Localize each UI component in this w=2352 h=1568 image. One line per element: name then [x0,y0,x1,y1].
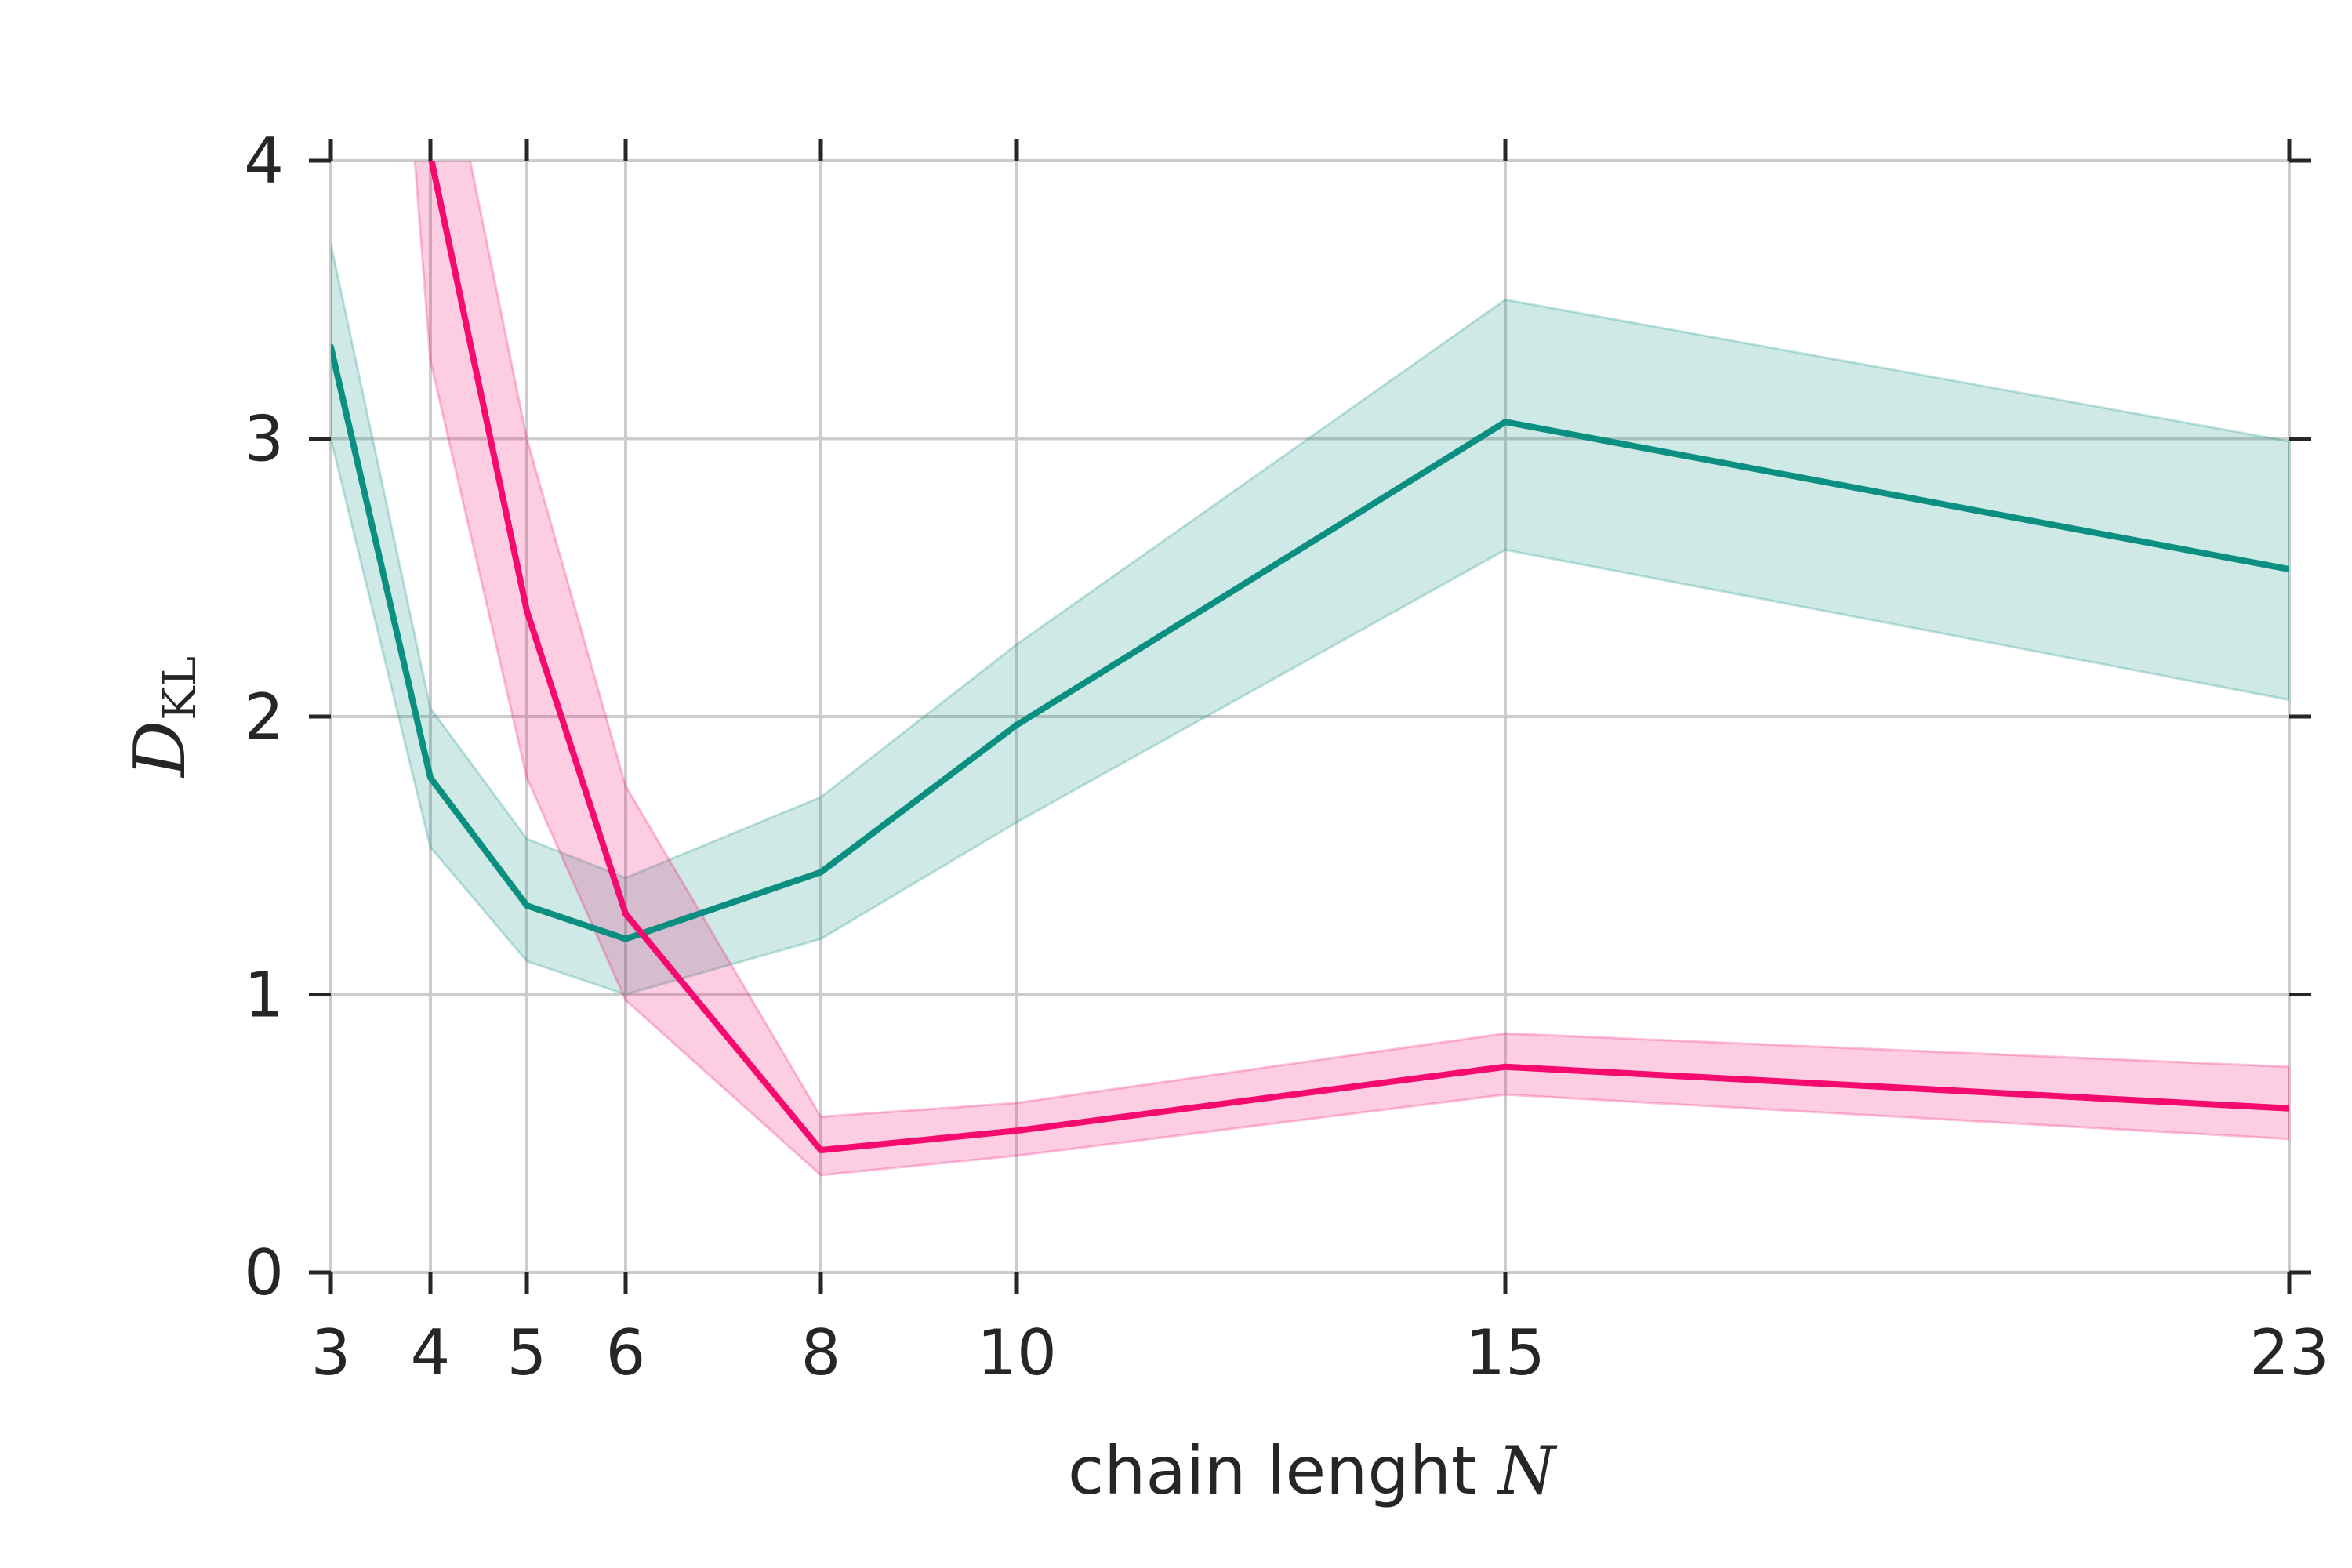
y-tick-label: 3 [244,403,284,476]
confidence-bands [331,161,2289,1177]
y-tick-label: 1 [244,959,284,1032]
y-axis-label-subscript: KL [153,656,206,720]
x-tick-label: 3 [311,1316,351,1389]
grid-lines [329,159,2291,1274]
x-tick-label: 8 [801,1316,841,1389]
x-axis-label: chain lenght N [1068,1432,1558,1509]
axis-ticks [309,139,2311,1294]
x-tick-label: 23 [2249,1316,2329,1389]
series-lines [331,161,2289,1153]
y-axis-label-main: D [119,720,201,779]
x-tick-label: 15 [1465,1316,1545,1389]
x-axis-label-variable: N [1497,1432,1558,1509]
x-axis-label-text: chain lenght [1068,1432,1498,1509]
y-tick-label: 2 [244,681,284,753]
x-tick-label: 4 [411,1316,451,1389]
x-tick-label: 10 [977,1316,1057,1389]
y-axis-label: DKL [119,656,206,779]
series-2-line [428,161,2289,1153]
y-tick-label: 0 [244,1236,284,1309]
x-tick-label: 5 [507,1316,547,1389]
x-tick-label: 6 [606,1316,646,1389]
y-tick-label: 4 [244,125,284,198]
series-2-confidence-band [413,161,2289,1177]
series-1-confidence-band [331,243,2289,996]
series-1-line [331,343,2289,942]
